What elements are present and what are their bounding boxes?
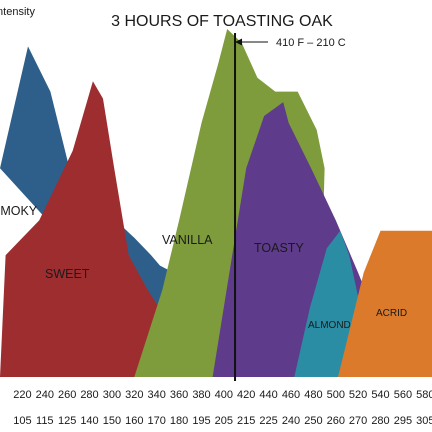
chart-title: 3 HOURS OF TOASTING OAK bbox=[111, 13, 333, 30]
x-tick-c: 240 bbox=[282, 415, 300, 427]
x-tick-f: 460 bbox=[282, 389, 300, 401]
series-label-vanilla: VANILLA bbox=[162, 233, 213, 247]
area-almond bbox=[294, 230, 364, 377]
x-tick-c: 295 bbox=[394, 415, 412, 427]
x-axis-ticks-fahrenheit: 220 240 260 280 300 320 340 360 380 400 420 440 460 4… bbox=[13, 389, 432, 401]
series-label-toasty: TOASTY bbox=[254, 241, 304, 255]
x-tick-f: 220 bbox=[13, 389, 31, 401]
x-tick-c: 170 bbox=[148, 415, 166, 427]
annotation-arrowhead bbox=[235, 38, 243, 46]
x-tick-f: 340 bbox=[148, 389, 166, 401]
x-tick-f: 560 bbox=[394, 389, 412, 401]
x-tick-f: 380 bbox=[192, 389, 210, 401]
x-tick-f: 480 bbox=[304, 389, 322, 401]
x-tick-c: 250 bbox=[304, 415, 322, 427]
x-tick-f: 420 bbox=[237, 389, 255, 401]
x-tick-c: 180 bbox=[170, 415, 188, 427]
x-tick-c: 105 bbox=[13, 415, 31, 427]
x-tick-f: 400 bbox=[215, 389, 233, 401]
x-tick-c: 280 bbox=[371, 415, 389, 427]
y-axis-label: Intensity bbox=[0, 6, 35, 18]
x-tick-f: 240 bbox=[36, 389, 54, 401]
x-tick-c: 225 bbox=[259, 415, 277, 427]
area-acrid bbox=[338, 230, 432, 377]
x-tick-c: 115 bbox=[36, 415, 54, 427]
series-areas bbox=[0, 29, 432, 378]
x-tick-c: 205 bbox=[215, 415, 233, 427]
x-tick-f: 280 bbox=[80, 389, 98, 401]
x-axis-ticks-celsius: 105 115 125 140 150 160 170 180 195 205 215 225 240 2… bbox=[13, 415, 432, 427]
x-tick-c: 150 bbox=[103, 415, 121, 427]
x-tick-c: 260 bbox=[327, 415, 345, 427]
x-tick-c: 140 bbox=[80, 415, 98, 427]
x-tick-f: 360 bbox=[170, 389, 188, 401]
x-tick-c: 215 bbox=[237, 415, 255, 427]
x-tick-f: 440 bbox=[259, 389, 277, 401]
x-tick-c: 195 bbox=[192, 415, 210, 427]
x-tick-c: 305 bbox=[416, 415, 432, 427]
x-tick-c: 125 bbox=[58, 415, 76, 427]
x-tick-f: 300 bbox=[103, 389, 121, 401]
area-sweet bbox=[0, 81, 159, 377]
x-tick-f: 580 bbox=[416, 389, 432, 401]
x-tick-f: 500 bbox=[327, 389, 345, 401]
series-label-smoky: SMOKY bbox=[0, 204, 38, 218]
x-tick-f: 320 bbox=[125, 389, 143, 401]
series-label-sweet: SWEET bbox=[45, 267, 90, 281]
x-tick-f: 540 bbox=[371, 389, 389, 401]
x-tick-f: 260 bbox=[58, 389, 76, 401]
x-tick-c: 270 bbox=[349, 415, 367, 427]
x-tick-f: 520 bbox=[349, 389, 367, 401]
series-label-almond: ALMOND bbox=[308, 320, 351, 331]
x-tick-c: 160 bbox=[125, 415, 143, 427]
series-label-acrid: ACRID bbox=[376, 308, 407, 319]
series-labels: SMOKY SWEET VANILLA TOASTY ALMOND ACRID bbox=[0, 204, 407, 331]
annotation-label: 410 F – 210 C bbox=[276, 37, 346, 49]
